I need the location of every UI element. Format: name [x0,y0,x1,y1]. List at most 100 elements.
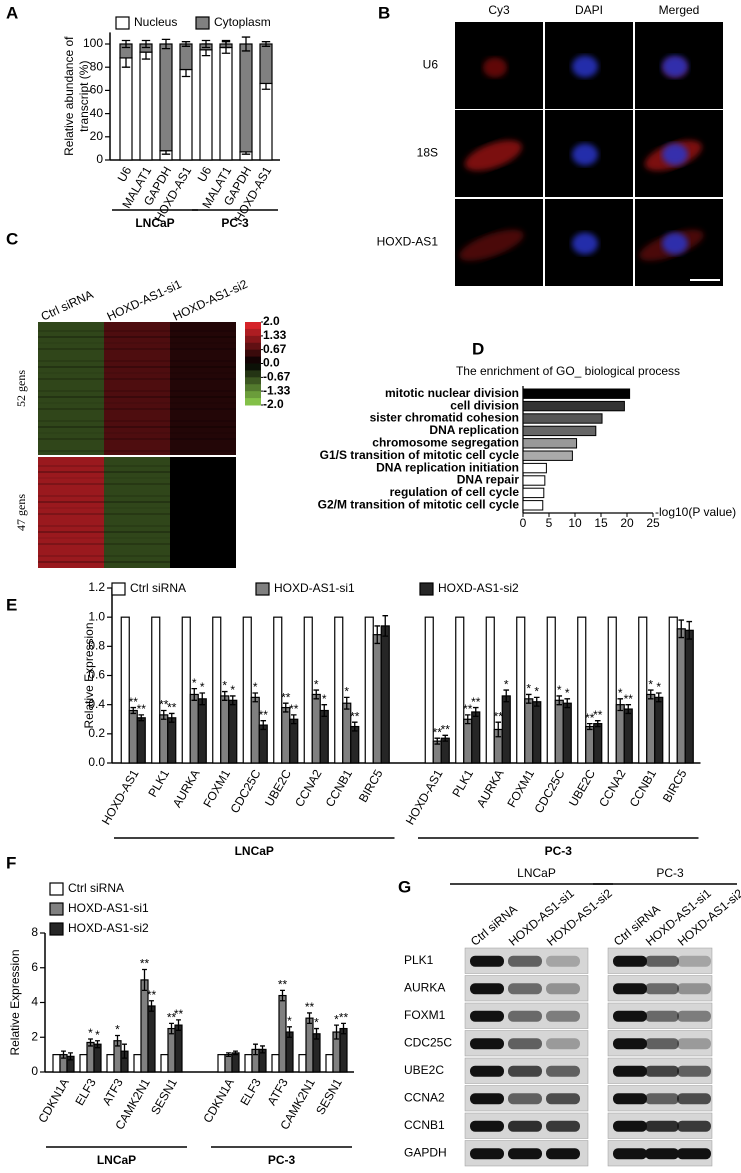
error-bar [160,709,167,720]
error-bar [95,1040,100,1049]
y-tick-label: regulation of cell cycle [390,485,520,499]
error-bar [141,39,151,49]
error-bar [191,687,198,701]
significance: * [526,682,531,696]
band [470,1010,504,1022]
bar [151,616,161,764]
nucleus [662,143,688,166]
error-bar [374,625,381,645]
bar [212,616,222,764]
y-tick-label: 1.2 [88,580,105,594]
x-tick-label: SESN1 [313,1076,345,1117]
significance: ** [339,1011,349,1025]
bar [522,500,544,511]
error-bar [241,36,251,52]
legend-swatch [115,16,130,30]
error-bar [495,721,502,738]
band [645,955,679,967]
band [470,1093,504,1105]
row-label: 18S [417,146,438,160]
error-bar [525,693,532,704]
bar [684,629,694,764]
error-bar [343,696,350,710]
significance: ** [129,695,139,709]
x-tick-label: ATF3 [99,1076,126,1108]
significance: ** [174,1007,184,1021]
error-bar [122,1043,127,1059]
significance: * [344,685,349,699]
bar [259,82,273,161]
bar [159,714,169,764]
error-bar [138,714,145,722]
legend-label: Ctrl siRNA [130,581,186,595]
error-bar [647,689,654,700]
error-bar [142,968,147,991]
column-label: HOXD-AS1-si1 [105,277,184,324]
column-label: HOXD-AS1-si2 [171,277,250,324]
nucleus [572,232,598,255]
protein-label: CCNB1 [404,1118,445,1132]
panel-label: F [6,853,16,872]
legend-swatch [111,582,126,596]
error-bar [287,1026,292,1038]
colorbar-segment [245,377,261,385]
significance: ** [441,722,451,736]
significance: * [115,1023,120,1037]
error-bar [351,721,358,732]
significance: ** [289,702,299,716]
panel-label: B [378,3,390,22]
bar [259,43,273,85]
band [613,955,647,967]
y-axis-label: Relative Expression [8,949,22,1055]
colorbar-segment [245,322,261,330]
panel-label: E [6,595,17,614]
error-bar [307,1012,312,1024]
error-bar [556,695,563,706]
error-bar [149,1000,154,1012]
bar [179,68,193,161]
y-tick-label: 40 [90,106,104,120]
y-tick-label: sister chromatid cohesion [370,411,519,425]
protein-label: CDC25C [404,1035,452,1049]
protein-label: UBE2C [404,1063,444,1077]
bar [159,43,173,152]
band [546,1065,580,1077]
significance: ** [167,701,177,715]
band [645,1038,679,1050]
bar [285,1031,294,1073]
x-axis-label: -log10(P value) [655,505,736,519]
x-tick-label: CCNA2 [292,767,325,810]
significance: ** [167,1011,177,1025]
red-signal [483,57,507,78]
bar [197,698,207,764]
x-tick-label: U6 [115,164,135,185]
error-bar [282,702,289,713]
x-tick-label: BIRC5 [660,767,690,805]
colorbar-label: 0.0 [263,356,280,370]
error-bar [280,989,285,1002]
colorbar-label: -0.67 [263,370,291,384]
x-tick-label: AURKA [170,767,203,810]
panel-label: D [472,339,484,358]
band [677,1093,711,1105]
y-tick-label: G1/S transition of mitotic cell cycle [320,448,520,462]
column-label: Cy3 [488,3,510,17]
bar [676,628,686,764]
bar [319,709,329,764]
bar [52,1054,61,1073]
band [508,1148,542,1160]
bar [311,693,321,764]
error-bar [678,619,685,639]
heatmap-cell [104,457,170,568]
error-bar [199,692,206,706]
band [677,1120,711,1132]
band [645,1120,679,1132]
y-tick-label: 1.0 [88,609,105,623]
error-bar [201,39,211,49]
significance: * [222,679,227,693]
y-tick-label: DNA repair [457,473,520,487]
y-tick-label: 8 [31,925,38,939]
legend-swatch [419,582,434,596]
bar [524,698,534,764]
